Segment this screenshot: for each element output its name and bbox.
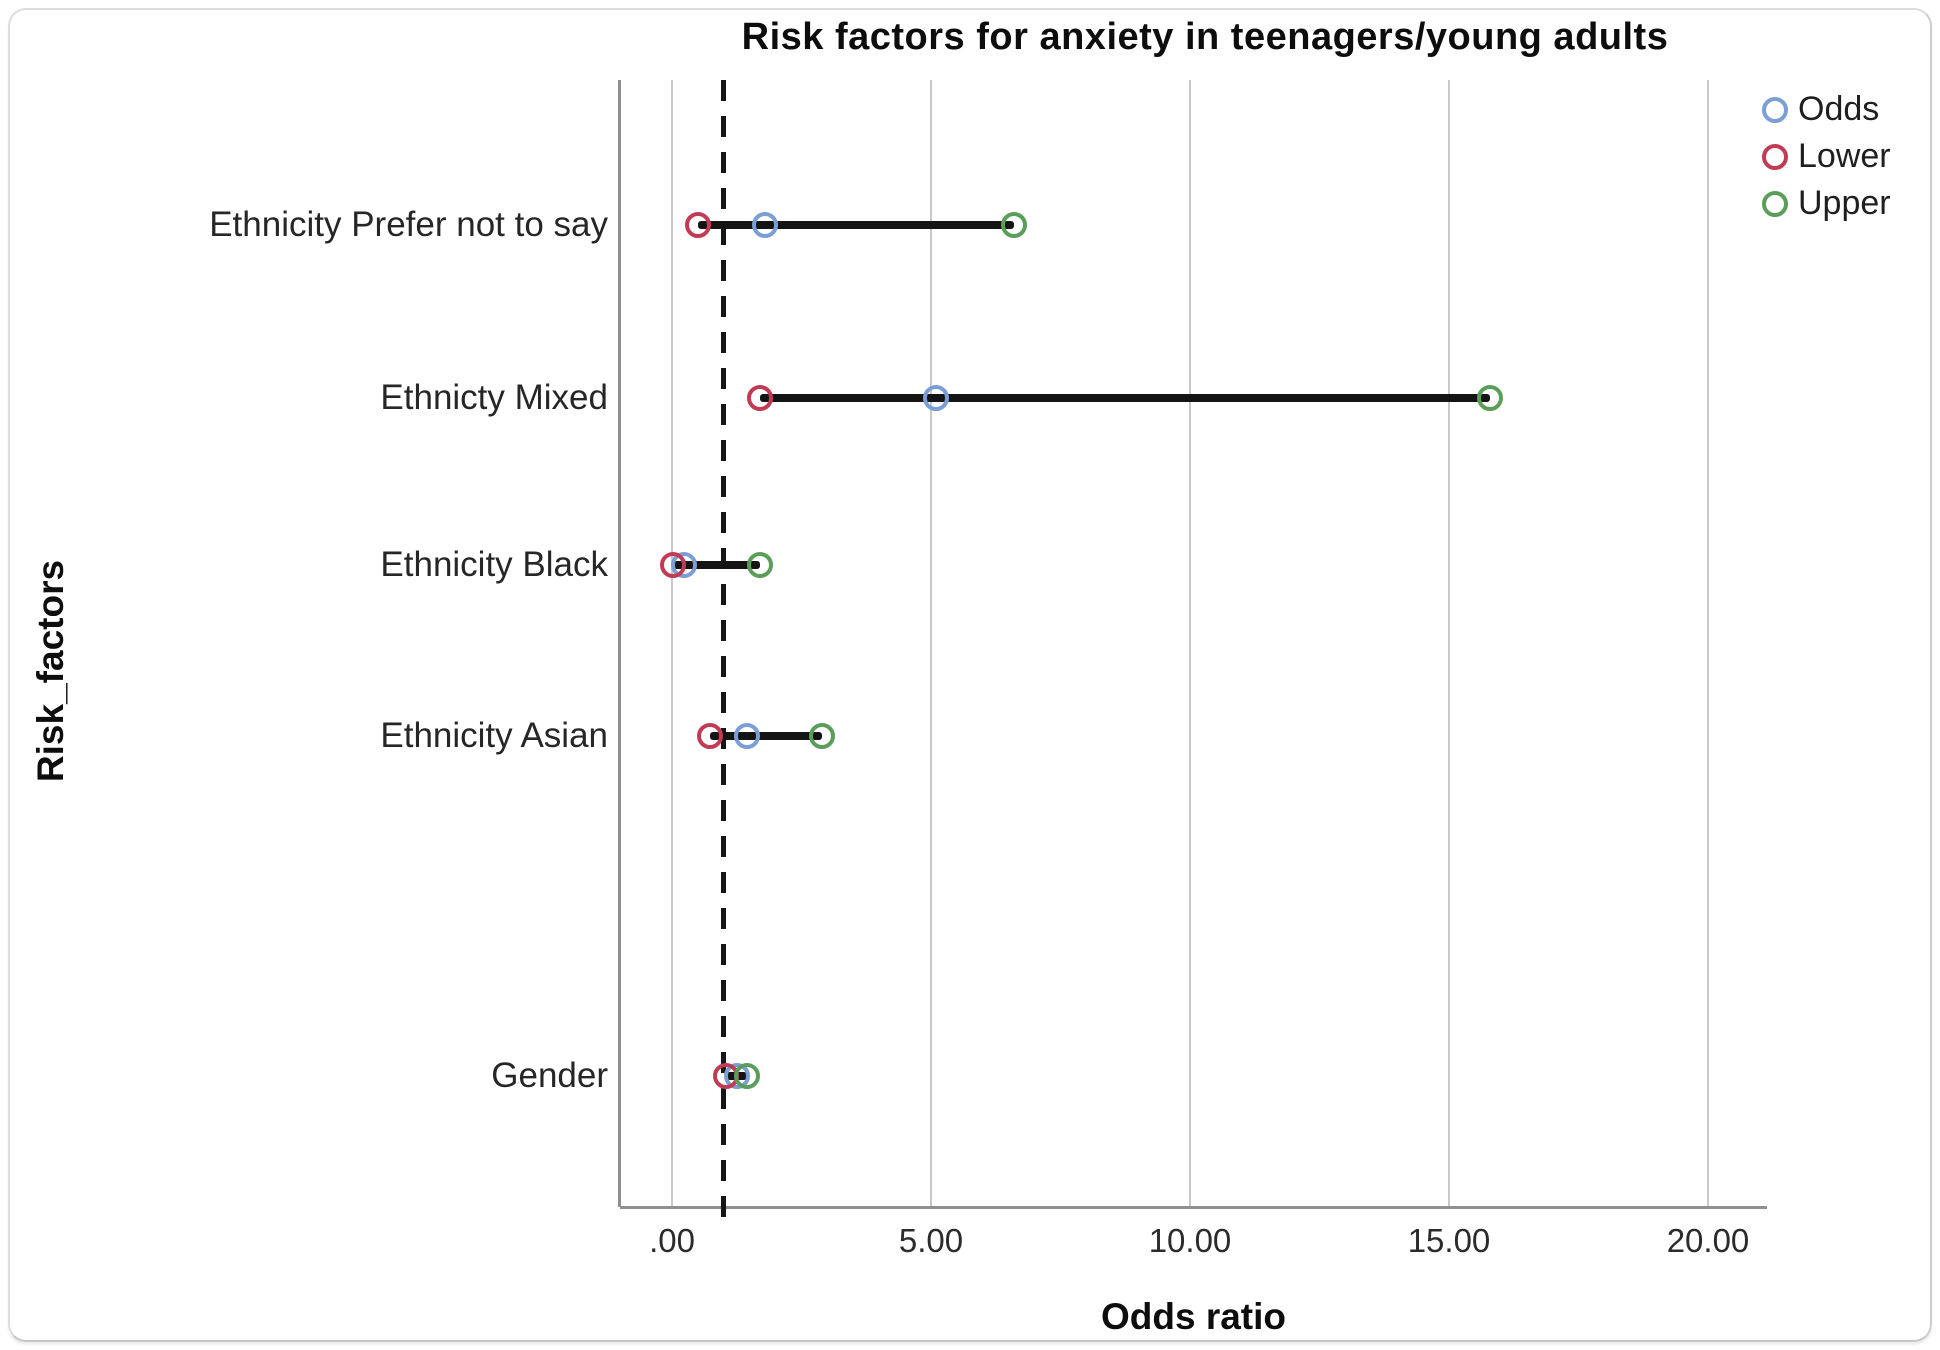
lower-point bbox=[660, 551, 687, 578]
category-label: Ethnicity Prefer not to say bbox=[209, 205, 608, 245]
chart-title: Risk factors for anxiety in teenagers/yo… bbox=[741, 16, 1669, 58]
legend: Odds Lower Upper bbox=[1762, 86, 1891, 227]
x-gridline bbox=[1707, 80, 1709, 1207]
category-label: Gender bbox=[491, 1056, 608, 1096]
upper-point bbox=[734, 1063, 761, 1090]
category-label: Ethnicty Mixed bbox=[380, 377, 608, 417]
upper-circle-icon bbox=[1762, 190, 1788, 217]
odds-point bbox=[734, 722, 761, 749]
lower-point bbox=[696, 722, 723, 749]
x-tick-label: 10.00 bbox=[1148, 1222, 1232, 1259]
upper-point bbox=[808, 722, 835, 749]
x-tick-label: 15.00 bbox=[1407, 1222, 1491, 1259]
legend-label: Upper bbox=[1798, 184, 1891, 222]
category-label: Ethnicity Asian bbox=[380, 715, 608, 755]
odds-circle-icon bbox=[1762, 96, 1788, 123]
legend-item-upper: Upper bbox=[1762, 180, 1891, 227]
legend-label: Lower bbox=[1798, 137, 1891, 175]
legend-item-odds: Odds bbox=[1762, 86, 1891, 133]
legend-item-lower: Lower bbox=[1762, 133, 1891, 180]
x-axis-title: Odds ratio bbox=[1100, 1296, 1287, 1337]
x-tick-label: 20.00 bbox=[1666, 1222, 1750, 1259]
error-bar bbox=[697, 221, 1014, 230]
error-bar bbox=[709, 731, 822, 740]
category-label: Ethnicity Black bbox=[380, 544, 608, 584]
odds-point bbox=[752, 212, 779, 239]
x-tick-label: .00 bbox=[649, 1222, 695, 1259]
lower-circle-icon bbox=[1762, 143, 1788, 170]
chart-card bbox=[8, 8, 1932, 1342]
y-axis-line bbox=[618, 80, 621, 1207]
upper-point bbox=[1477, 384, 1504, 411]
legend-label: Odds bbox=[1798, 90, 1880, 128]
lower-point bbox=[747, 384, 774, 411]
x-gridline bbox=[1448, 80, 1450, 1207]
odds-point bbox=[923, 384, 950, 411]
upper-point bbox=[1000, 212, 1027, 239]
error-bar bbox=[673, 560, 760, 569]
upper-point bbox=[746, 551, 773, 578]
x-gridline bbox=[930, 80, 932, 1207]
x-gridline bbox=[1189, 80, 1191, 1207]
x-gridline bbox=[671, 80, 673, 1207]
reference-line bbox=[721, 80, 727, 1219]
error-bar bbox=[760, 393, 1491, 402]
lower-point bbox=[684, 212, 711, 239]
x-tick-label: 5.00 bbox=[898, 1222, 964, 1259]
x-axis-line bbox=[620, 1206, 1767, 1209]
